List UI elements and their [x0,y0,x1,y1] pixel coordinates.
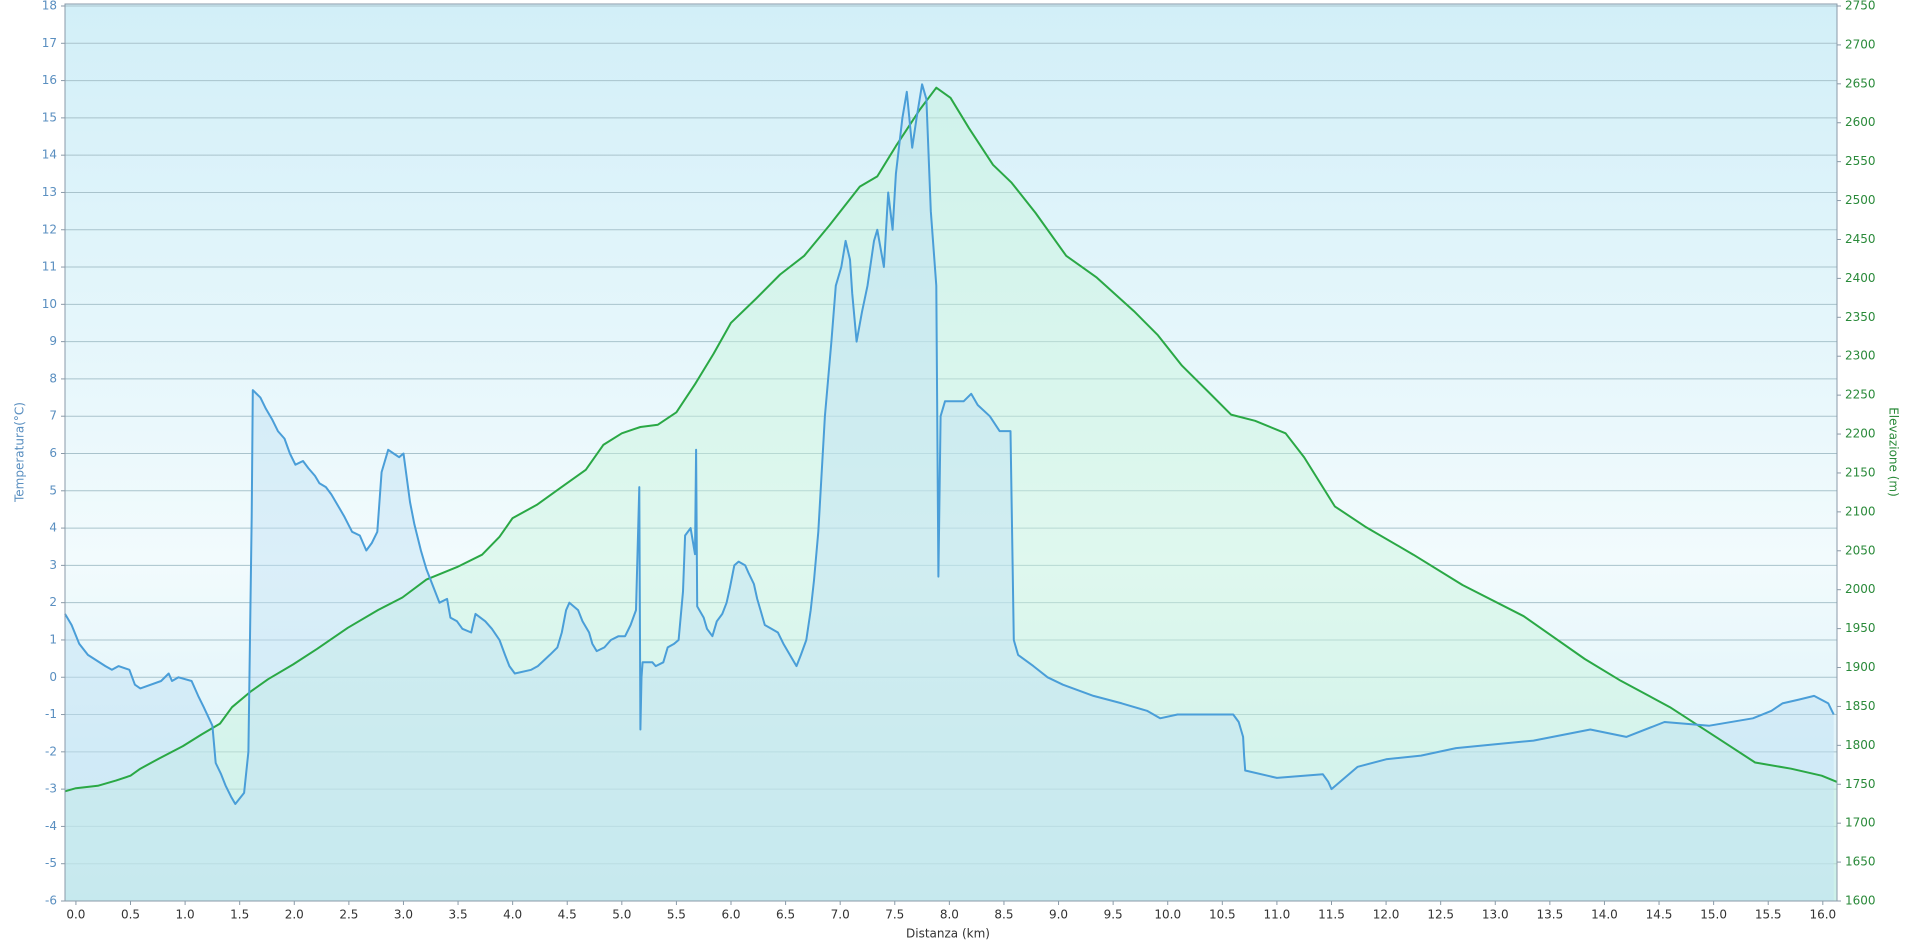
y-tick-label: 15 [42,110,57,124]
y2-axis-title: Elevazione (m) [1887,407,1901,497]
area-fill [65,87,1837,901]
x-tick-label: 8.0 [940,908,959,922]
y-tick-label: 13 [42,185,57,199]
y2-tick-label: 2700 [1845,37,1876,51]
x-tick-label: 6.5 [776,908,795,922]
y-tick-label: 6 [49,446,57,460]
y2-tick-label: 1650 [1845,855,1876,869]
y2-tick-label: 2200 [1845,427,1876,441]
y-tick-label: -4 [45,819,57,833]
y2-tick-label: 1950 [1845,621,1876,635]
x-tick-label: 5.5 [667,908,686,922]
y2-tick-label: 2100 [1845,504,1876,518]
x-tick-label: 13.0 [1482,908,1509,922]
y-tick-label: 11 [42,260,57,274]
y-tick-label: 4 [49,521,57,535]
y-tick-label: 3 [49,558,57,572]
series-line [64,86,1838,793]
x-tick-label: 12.0 [1373,908,1400,922]
series-line [64,83,1835,805]
x-tick-label: 8.5 [994,908,1013,922]
x-tick-label: 10.5 [1209,908,1236,922]
x-tick-label: 11.5 [1318,908,1345,922]
x-tick-label: 0.5 [121,908,140,922]
x-tick-label: 1.5 [230,908,249,922]
y2-tick-label: 2750 [1845,0,1876,13]
y-tick-label: -3 [45,782,57,796]
x-tick-label: 3.0 [394,908,413,922]
x-axis-title: Distanza (km) [906,927,990,941]
y2-tick-label: 2500 [1845,193,1876,207]
y-tick-label: 7 [49,409,57,423]
x-tick-label: 4.0 [503,908,522,922]
y2-tick-label: 2400 [1845,271,1876,285]
y-tick-label: -1 [45,707,57,721]
y2-tick-label: 2350 [1845,310,1876,324]
y-tick-label: -5 [45,856,57,870]
x-tick-label: 4.5 [558,908,577,922]
y-tick-label: 5 [49,483,57,497]
y-tick-label: 10 [42,297,57,311]
y2-tick-label: 2150 [1845,465,1876,479]
x-tick-label: 16.0 [1809,908,1836,922]
y-tick-label: 8 [49,371,57,385]
y-tick-label: 9 [49,334,57,348]
y-tick-label: 12 [42,222,57,236]
y-tick-label: 2 [49,595,57,609]
y2-tick-label: 1600 [1845,894,1876,908]
y-tick-label: 18 [42,0,57,13]
y2-tick-label: 1900 [1845,660,1876,674]
x-tick-label: 12.5 [1427,908,1454,922]
x-tick-label: 5.0 [612,908,631,922]
y2-tick-label: 1700 [1845,816,1876,830]
y-axis-title: Temperatura(°C) [13,402,27,503]
x-tick-label: 9.5 [1104,908,1123,922]
x-tick-label: 9.0 [1049,908,1068,922]
y2-tick-label: 2000 [1845,582,1876,596]
x-tick-label: 7.5 [885,908,904,922]
y2-tick-label: 2550 [1845,154,1876,168]
y-tick-label: 14 [42,148,57,162]
x-tick-label: 11.0 [1264,908,1291,922]
y2-tick-label: 1850 [1845,699,1876,713]
y-tick-label: 1 [49,632,57,646]
y2-tick-label: 2250 [1845,388,1876,402]
x-tick-label: 3.5 [449,908,468,922]
x-tick-label: 7.0 [831,908,850,922]
x-tick-label: 6.0 [721,908,740,922]
y2-tick-label: 1750 [1845,777,1876,791]
x-tick-label: 10.0 [1154,908,1181,922]
y2-tick-label: 1800 [1845,738,1876,752]
y-tick-label: 17 [42,36,57,50]
x-tick-label: 13.5 [1536,908,1563,922]
y2-tick-label: 2050 [1845,543,1876,557]
x-tick-label: 14.0 [1591,908,1618,922]
y-tick-label: 16 [42,73,57,87]
y2-tick-label: 2300 [1845,349,1876,363]
area-fill [65,84,1834,902]
plot-frame [64,3,1838,902]
x-tick-label: 1.0 [176,908,195,922]
y-tick-label: -6 [45,894,57,908]
y-tick-label: -2 [45,744,57,758]
x-tick-label: 15.0 [1700,908,1727,922]
y2-tick-label: 2600 [1845,115,1876,129]
y2-tick-label: 2450 [1845,232,1876,246]
y-tick-label: 0 [49,670,57,684]
x-tick-label: 2.5 [339,908,358,922]
x-tick-label: 2.0 [285,908,304,922]
x-tick-label: 14.5 [1646,908,1673,922]
x-tick-label: 15.5 [1755,908,1782,922]
y2-tick-label: 2650 [1845,76,1876,90]
x-tick-label: 0.0 [66,908,85,922]
